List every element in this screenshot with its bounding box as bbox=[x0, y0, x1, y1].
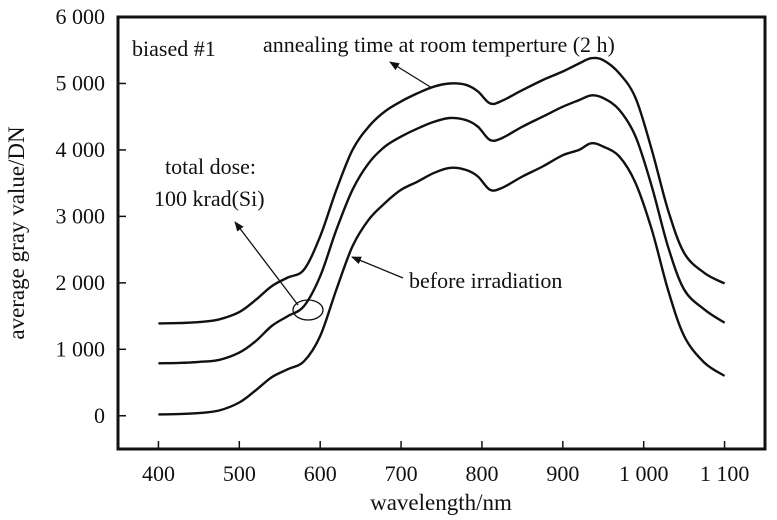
y-axis-ticks: 0 1 000 2 000 3 000 4 000 5 000 6 000 bbox=[56, 4, 126, 428]
x-tick-label: 700 bbox=[385, 461, 418, 486]
x-tick-label: 500 bbox=[223, 461, 256, 486]
series-layer bbox=[158, 56, 726, 416]
y-tick-label: 0 bbox=[94, 403, 105, 428]
y-tick-label: 5 000 bbox=[56, 70, 106, 95]
series-line-2 bbox=[158, 94, 726, 365]
annotation-total-dose-line1: total dose: bbox=[165, 154, 256, 179]
annotation-biased: biased #1 bbox=[132, 36, 216, 61]
y-tick-label: 2 000 bbox=[56, 270, 106, 295]
x-tick-label: 600 bbox=[304, 461, 337, 486]
x-tick-label: 800 bbox=[465, 461, 498, 486]
annotation-annealing-arrow bbox=[389, 61, 433, 89]
annotation-total-dose-arrow bbox=[234, 221, 299, 306]
plot-frame bbox=[116, 15, 767, 451]
annotation-before-irradiation: before irradiation bbox=[409, 268, 562, 293]
annotation-total-dose-line2: 100 krad(Si) bbox=[154, 186, 265, 211]
dose-marker-ellipse bbox=[292, 299, 324, 321]
y-tick-label: 4 000 bbox=[56, 137, 106, 162]
series-line-1 bbox=[158, 141, 726, 416]
y-tick-label: 1 000 bbox=[56, 336, 106, 361]
y-axis-label: average gray value/DN bbox=[4, 126, 29, 340]
x-tick-label: 1 000 bbox=[619, 461, 669, 486]
x-tick-label: 900 bbox=[546, 461, 579, 486]
series-line-3 bbox=[158, 56, 726, 325]
annotation-annealing: annealing time at room temperture (2 h) bbox=[263, 32, 615, 57]
y-tick-label: 6 000 bbox=[56, 4, 106, 29]
x-axis-ticks: 400 500 600 700 800 900 1 000 1 100 bbox=[142, 441, 749, 486]
y-tick-label: 3 000 bbox=[56, 203, 106, 228]
x-tick-label: 400 bbox=[142, 461, 175, 486]
annotation-before-irradiation-arrow bbox=[351, 256, 404, 279]
x-tick-label: 1 100 bbox=[700, 461, 750, 486]
x-axis-label: wavelength/nm bbox=[370, 490, 512, 515]
